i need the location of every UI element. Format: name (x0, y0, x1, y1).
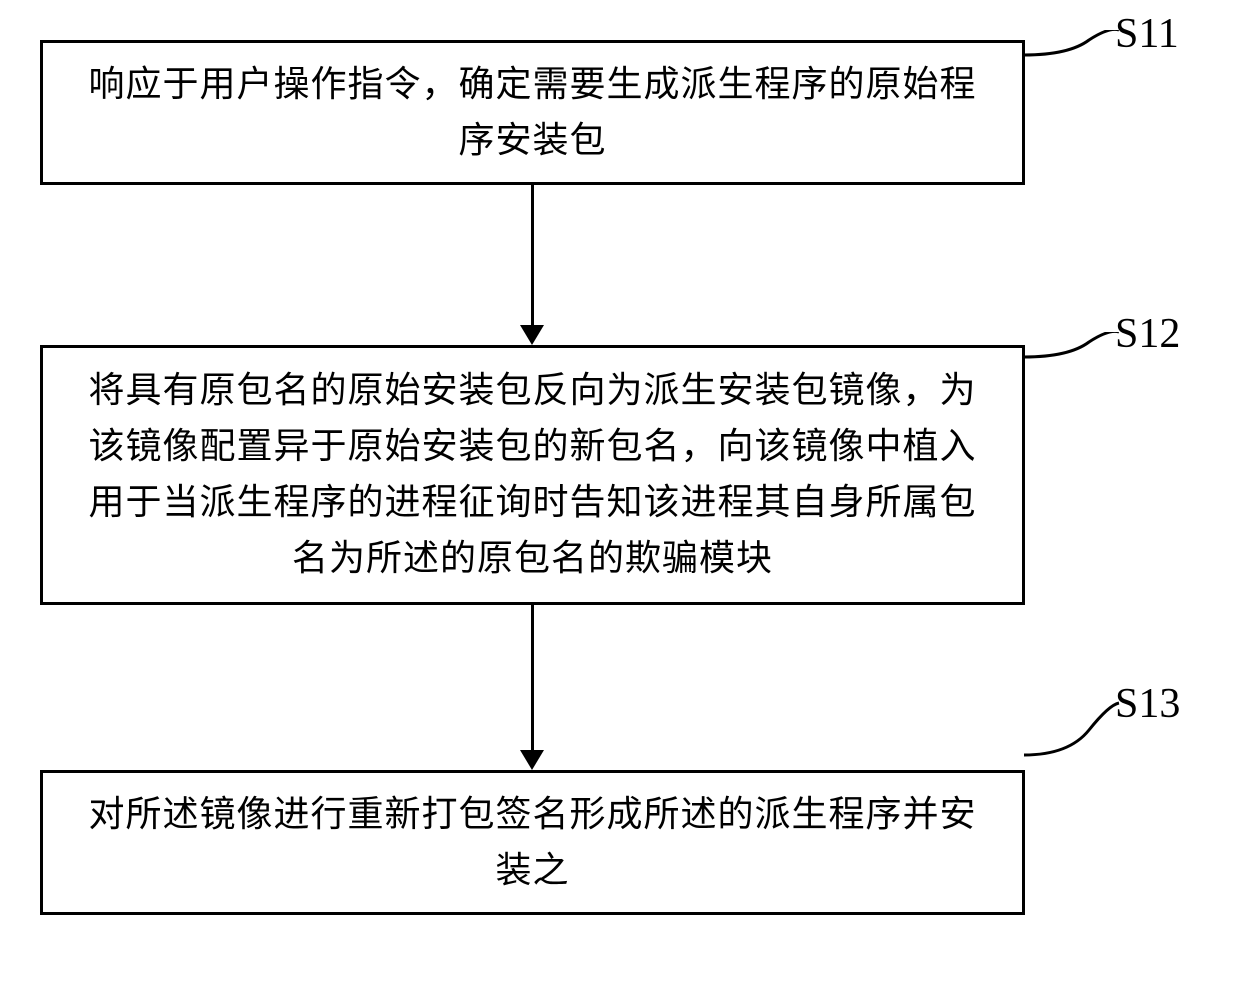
label-connector-s12 (1024, 332, 1124, 382)
step-box-s11: 响应于用户操作指令，确定需要生成派生程序的原始程序安装包 (40, 40, 1025, 185)
arrow-s12-to-s13 (520, 605, 544, 770)
flowchart-container: 响应于用户操作指令，确定需要生成派生程序的原始程序安装包 S11 将具有原包名的… (0, 0, 1240, 1004)
arrow-s11-to-s12 (520, 185, 544, 345)
label-connector-s11 (1024, 30, 1124, 80)
step-label-s13: S13 (1115, 680, 1180, 728)
step-box-s13: 对所述镜像进行重新打包签名形成所述的派生程序并安装之 (40, 770, 1025, 915)
step-label-s11: S11 (1115, 10, 1179, 58)
step-text-s12: 将具有原包名的原始安装包反向为派生安装包镜像，为该镜像配置异于原始安装包的新包名… (73, 363, 992, 586)
step-text-s11: 响应于用户操作指令，确定需要生成派生程序的原始程序安装包 (73, 57, 992, 169)
label-connector-s13 (1024, 700, 1124, 760)
step-text-s13: 对所述镜像进行重新打包签名形成所述的派生程序并安装之 (73, 787, 992, 899)
step-label-s12: S12 (1115, 310, 1180, 358)
step-box-s12: 将具有原包名的原始安装包反向为派生安装包镜像，为该镜像配置异于原始安装包的新包名… (40, 345, 1025, 605)
